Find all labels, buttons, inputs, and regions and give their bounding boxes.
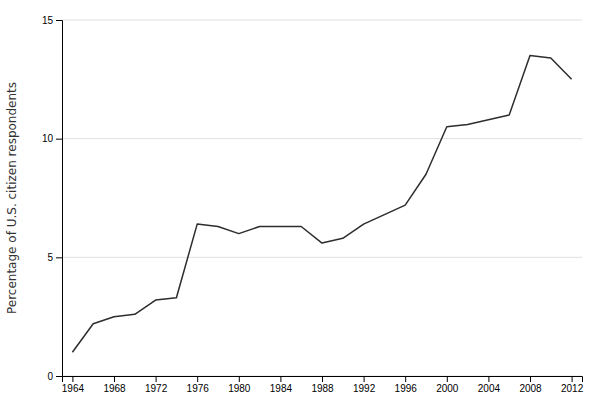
- x-tick-label: 2004: [478, 383, 501, 394]
- y-tick: 15: [42, 15, 62, 26]
- x-tick-mark: [197, 376, 198, 382]
- y-axis-line: [56, 21, 63, 377]
- x-tick: 1976: [187, 376, 210, 394]
- x-tick: 1988: [311, 376, 334, 394]
- grid-line: [62, 20, 582, 21]
- x-tick-mark: [156, 376, 157, 382]
- y-tick: 10: [42, 133, 62, 144]
- x-tick-mark: [72, 376, 73, 382]
- x-tick: 2012: [561, 376, 584, 394]
- x-tick-mark: [280, 376, 281, 382]
- x-tick: 2004: [478, 376, 501, 394]
- x-tick: 1984: [270, 376, 293, 394]
- x-tick-label: 1964: [62, 383, 85, 394]
- grid-line: [62, 257, 582, 258]
- y-tick-label: 5: [47, 252, 53, 263]
- x-tick-label: 2000: [436, 383, 459, 394]
- marks: [72, 56, 571, 353]
- x-tick-mark: [405, 376, 406, 382]
- x-tick: 1996: [395, 376, 418, 394]
- x-axis: 1964 1968 1972 1976 1980 1984 1988 1992 1996 2000…: [62, 376, 584, 394]
- x-tick-label: 1980: [228, 383, 251, 394]
- x-tick-mark: [572, 376, 573, 382]
- x-tick-label: 1984: [270, 383, 293, 394]
- x-tick-mark: [530, 376, 531, 382]
- x-tick-label: 1988: [311, 383, 334, 394]
- grid: [62, 20, 582, 376]
- x-tick-label: 1976: [187, 383, 210, 394]
- x-tick: 2000: [436, 376, 459, 394]
- chart: 1964 1968 1972 1976 1980 1984 1988 1992 1996 2000…: [0, 0, 606, 412]
- x-tick-mark: [239, 376, 240, 382]
- x-tick-label: 1968: [103, 383, 126, 394]
- x-tick-label: 1972: [145, 383, 168, 394]
- line: [72, 56, 571, 353]
- x-tick-mark: [322, 376, 323, 382]
- x-tick: 1972: [145, 376, 168, 394]
- y-tick-mark: [56, 139, 62, 140]
- x-tick-label: 2008: [519, 383, 542, 394]
- x-tick-label: 1992: [353, 383, 376, 394]
- x-tick-mark: [488, 376, 489, 382]
- plot: 1964 1968 1972 1976 1980 1984 1988 1992 1996 2000…: [42, 15, 584, 394]
- y-axis-title: Percentage of U.S. citizen respondents: [5, 82, 19, 314]
- y-tick-mark: [56, 257, 62, 258]
- x-tick: 1980: [228, 376, 251, 394]
- x-tick-mark: [364, 376, 365, 382]
- y-axis: 0 5 10 15: [42, 15, 63, 382]
- y-tick-label: 15: [42, 15, 54, 26]
- x-tick: 1964: [62, 376, 85, 394]
- x-tick-mark: [114, 376, 115, 382]
- y-tick-label: 10: [42, 133, 54, 144]
- x-tick-label: 1996: [395, 383, 418, 394]
- x-tick-label: 2012: [561, 383, 584, 394]
- y-tick: 5: [47, 252, 62, 263]
- grid-line: [62, 138, 582, 139]
- x-tick: 2008: [519, 376, 542, 394]
- x-tick: 1992: [353, 376, 376, 394]
- y-tick-label: 0: [47, 371, 53, 382]
- y-tick-mark: [56, 20, 62, 21]
- x-axis-line: [63, 377, 583, 383]
- x-tick-mark: [447, 376, 448, 382]
- y-tick: 0: [47, 371, 62, 382]
- y-tick-mark: [56, 376, 62, 377]
- x-tick: 1968: [103, 376, 126, 394]
